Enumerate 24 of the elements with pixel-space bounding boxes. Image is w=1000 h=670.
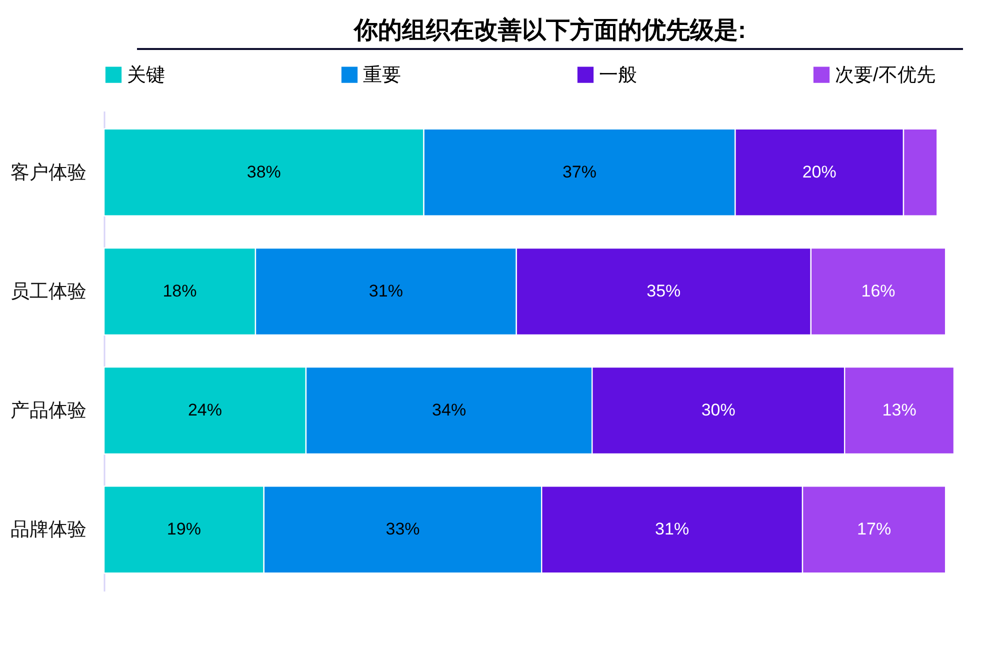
y-tick-label: 品牌体验 [10,520,86,541]
data-label: 33% [386,520,420,539]
data-label: 19% [166,520,201,539]
legend-label: 一般 [599,64,637,86]
legend-label: 次要/不优先 [835,64,936,86]
data-label: 20% [802,162,836,182]
data-label: 17% [857,520,892,539]
legend-label: 关键 [127,64,165,86]
data-label: 34% [432,400,466,420]
data-label: 31% [655,520,690,539]
data-label: 24% [188,400,222,420]
y-tick-label: 产品体验 [10,400,86,422]
data-label: 31% [368,281,403,300]
data-label: 38% [246,162,281,182]
data-label: 37% [562,162,597,182]
data-label: 13% [882,400,916,420]
y-tick-label: 客户体验 [10,161,86,184]
data-label: 35% [646,281,681,300]
chart-title: 你的组织在改善以下方面的优先级是: [137,14,963,50]
legend-label: 重要 [363,64,401,86]
data-label: 18% [162,281,197,300]
data-label: 30% [701,400,736,420]
data-label: 16% [861,281,896,300]
y-tick-label: 员工体验 [10,281,86,302]
